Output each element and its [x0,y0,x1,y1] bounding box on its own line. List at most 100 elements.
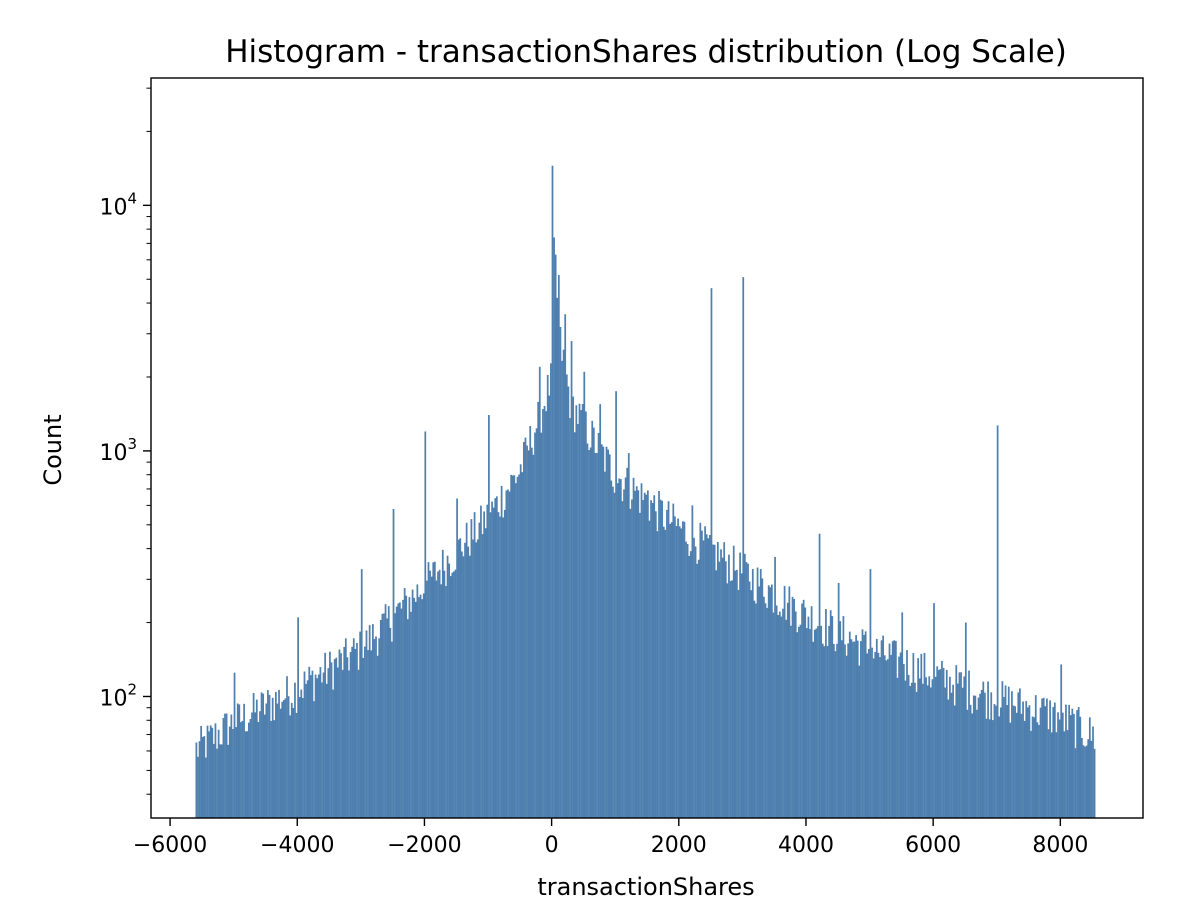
histogram-bar [713,544,716,818]
histogram-bar [828,625,830,818]
x-tick-label: 4000 [778,833,834,858]
histogram-bar [330,662,333,818]
histogram-bar [588,450,590,818]
histogram-bar [893,640,896,818]
histogram-bar [289,715,292,818]
histogram-bar [1092,726,1094,818]
histogram-bar [225,713,228,818]
histogram-bar [400,608,403,818]
histogram-bar [521,472,524,818]
histogram-bar [626,467,629,818]
histogram-bar [925,677,927,818]
histogram-bar [724,561,727,818]
histogram-bar [831,616,834,818]
histogram-bar [249,719,252,818]
histogram-bar [939,669,942,818]
histogram-bar [429,570,431,818]
histogram-bar [853,641,856,818]
x-tick-label: 2000 [651,833,707,858]
histogram-bar [1006,705,1009,818]
histogram-bar [1057,712,1059,818]
histogram-bar [895,640,897,818]
histogram-bar [440,584,443,818]
histogram-bar [993,704,996,818]
histogram-bar [786,602,789,818]
histogram-bar [235,727,237,818]
histogram-bar [887,659,889,818]
histogram-bar [343,646,346,818]
histogram-bar [866,653,869,818]
histogram-bar [565,374,568,818]
histogram-bar [931,679,934,818]
histogram-bar [551,165,554,818]
histogram-bar [1001,681,1004,818]
histogram-bar [338,649,341,818]
histogram-bar [445,585,447,818]
histogram-bar [488,415,490,818]
x-tick-label: −6000 [133,833,207,858]
histogram-bar [928,676,931,818]
histogram-bar [286,676,288,818]
histogram-bar [688,555,691,818]
histogram-bar [899,652,902,818]
histogram-bar [211,727,214,818]
histogram-bar [856,640,859,818]
histogram-bar [368,625,371,818]
histogram-bar [1041,698,1043,818]
histogram-bar [1068,704,1071,818]
histogram-bar [654,511,657,818]
histogram-bar [314,674,317,818]
histogram-bar [227,744,230,818]
histogram-bar [957,683,959,818]
histogram-bar [220,744,223,818]
histogram-bar [645,494,648,818]
histogram-bar [319,667,322,818]
histogram-bar [371,624,374,818]
histogram-bar [492,507,495,818]
histogram-bar [403,588,406,818]
histogram-bar [542,409,544,818]
histogram-bar [780,616,783,818]
histogram-bar [392,509,395,818]
histogram-bar [736,569,738,818]
histogram-bar [224,713,226,818]
histogram-bar [468,555,471,818]
histogram-bar [858,665,861,818]
histogram-bar [739,552,741,818]
histogram-bar [879,657,881,818]
histogram-bar [507,489,509,818]
histogram-bar [1093,748,1096,818]
histogram-bar [678,526,681,818]
histogram-bar [282,700,285,818]
histogram-bar [890,654,892,818]
histogram-bar [473,512,476,818]
histogram-bar [317,674,320,818]
histogram-bar [435,580,438,818]
histogram-bar [639,512,641,818]
histogram-bar [999,707,1002,818]
histogram-bar [933,603,935,818]
histogram-bar [273,720,276,818]
histogram-bar [664,529,667,818]
histogram-bar [898,656,900,818]
histogram-bar [270,720,272,818]
histogram-bar [635,486,638,818]
histogram-bar [936,666,939,818]
histogram-bar [602,446,605,818]
histogram-bar [1017,692,1020,818]
histogram-bar [820,625,823,818]
histogram-bar [670,522,673,818]
histogram-bar [513,475,516,818]
histogram-bar [860,641,862,818]
histogram-bar [379,619,382,818]
histogram-bar [834,651,837,818]
histogram-bar [742,277,745,818]
histogram-bar [243,703,245,818]
histogram-bar [969,704,972,818]
histogram-bar [198,741,201,818]
histogram-bar [604,471,606,818]
bars-layer [195,165,1096,819]
histogram-bar [758,586,761,818]
histogram-bar [416,584,419,818]
histogram-bar [206,725,209,818]
